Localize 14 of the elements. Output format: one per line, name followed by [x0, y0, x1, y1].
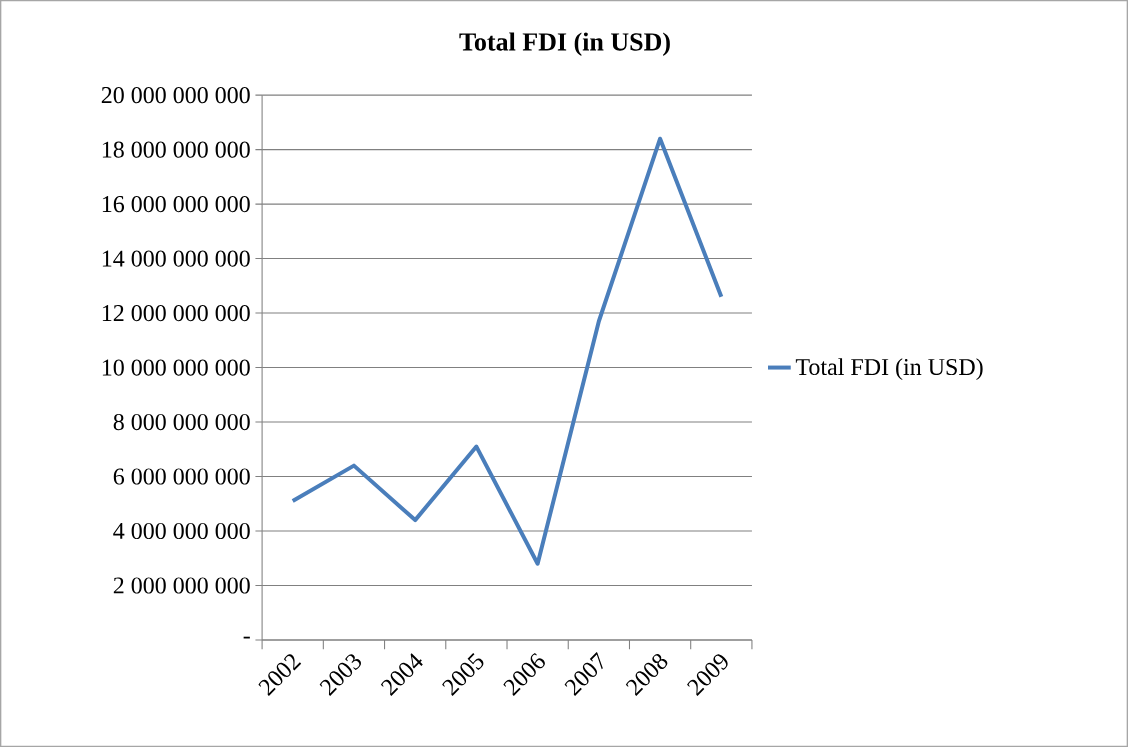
- y-tick-label: 4 000 000 000: [113, 522, 250, 540]
- y-tick-label: 16 000 000 000: [102, 195, 250, 213]
- y-tick-label: 8 000 000 000: [113, 413, 250, 431]
- y-tick-label: 12 000 000 000: [102, 304, 250, 322]
- y-tick-label: 2 000 000 000: [113, 577, 250, 594]
- line-series: [290, 136, 724, 566]
- y-tick-label: 10 000 000 000: [102, 359, 250, 376]
- y-tick-label: 20 000 000 000: [101, 87, 250, 104]
- y-tick-label: 6 000 000 000: [113, 468, 250, 485]
- y-tick-label: 14 000 000 000: [102, 250, 250, 267]
- chart-title: Total FDI (in USD): [459, 32, 670, 56]
- legend-label: Total FDI (in USD): [795, 358, 983, 380]
- y-tick-label: 18 000 000 000: [102, 141, 250, 158]
- y-tick-label: -: [243, 636, 250, 639]
